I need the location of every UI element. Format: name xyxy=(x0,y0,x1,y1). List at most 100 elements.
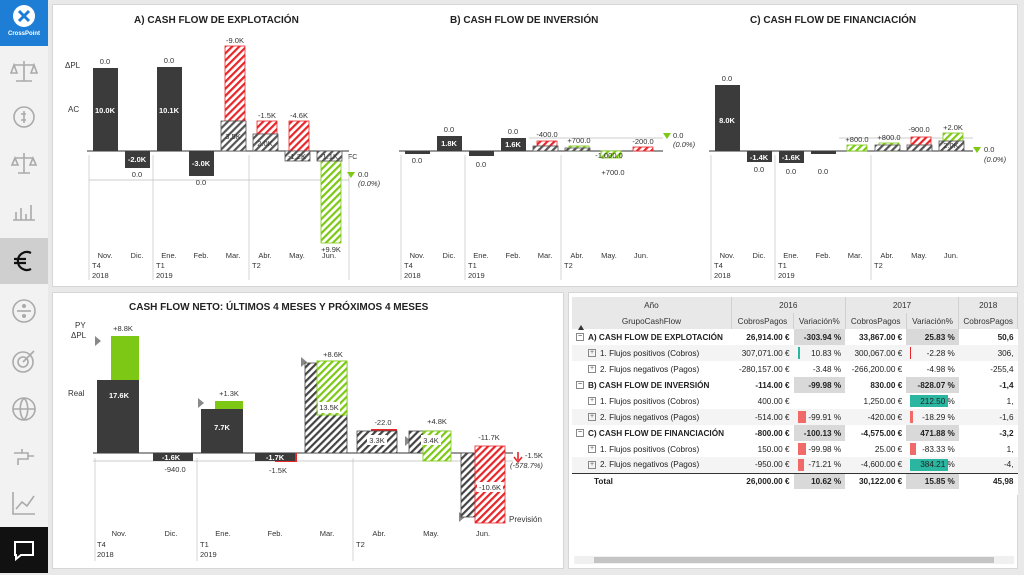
chart-b-bar-label: 1.6K xyxy=(505,140,521,149)
chart-a-delta: -9.0K xyxy=(226,36,244,45)
chart-b-x-label: May. xyxy=(601,251,617,260)
header-var[interactable]: Variación% xyxy=(906,313,960,329)
neto-chart: CASH FLOW NETO: ÚLTIMOS 4 MESES Y PRÓXIM… xyxy=(68,300,543,561)
nav-line-chart[interactable] xyxy=(0,480,48,526)
cell-var: -4.98 % xyxy=(926,364,955,374)
header-year-label[interactable]: Año xyxy=(572,297,732,313)
neto-x-label: Ene. xyxy=(215,529,230,538)
cell-cobros: 25.00 € xyxy=(874,444,903,454)
collapse-toggle[interactable]: − xyxy=(576,381,584,390)
neto-bar-label: 13.5K xyxy=(319,403,339,412)
header-cobros[interactable]: CobrosPagos xyxy=(958,313,1018,329)
horizontal-scrollbar[interactable] xyxy=(574,556,1014,564)
chart-a-ac-label: AC xyxy=(68,105,79,114)
row-label: A) CASH FLOW DE EXPLOTACIÓN xyxy=(588,332,723,342)
chart-a-bar xyxy=(93,68,118,151)
neto-end-value: -1.5K xyxy=(525,451,543,460)
cell-var: -18.29 % xyxy=(922,412,955,422)
expand-toggle[interactable]: + xyxy=(588,365,596,374)
nav-globe[interactable] xyxy=(0,386,48,432)
header-year-2017[interactable]: 2017 xyxy=(845,297,960,313)
table-row: − B) CASH FLOW DE INVERSIÓN -114.00 € -99… xyxy=(572,377,1018,393)
header-year-2016[interactable]: 2016 xyxy=(731,297,846,313)
chart-c-delta: 0.0 xyxy=(722,74,732,83)
chart-c-bar xyxy=(747,151,772,162)
scrollbar-thumb[interactable] xyxy=(594,557,994,563)
cell-cobros: 26,000.00 € xyxy=(746,476,790,486)
money-cycle-icon xyxy=(13,106,35,128)
cell-cobros: -4,600.00 € xyxy=(845,457,907,473)
neto-bar-label: 17.6K xyxy=(109,391,130,400)
logo-text: CrossPoint xyxy=(7,31,40,37)
chart-c-bar xyxy=(938,140,965,152)
header-cobros[interactable]: CobrosPagos xyxy=(731,313,795,329)
neto-year: 2018 xyxy=(97,550,114,559)
neto-bar-label: 3.4K xyxy=(423,436,438,445)
cell-var: 10.62 % xyxy=(793,473,846,489)
chart-a-delta: 0.0 xyxy=(164,56,174,65)
collapse-toggle[interactable]: − xyxy=(576,333,584,342)
neto-x-label: Dic. xyxy=(165,529,178,538)
nav-divide[interactable] xyxy=(0,288,48,334)
nav-faucet[interactable] xyxy=(0,434,48,480)
chart-a-x-label: Ene. xyxy=(161,251,176,260)
cell-cobros: -950.00 € xyxy=(731,457,794,473)
cell-cobros: -420.00 € xyxy=(845,409,907,425)
chart-c-delta-bar xyxy=(846,144,868,152)
chart-c-x-label: Ene. xyxy=(783,251,798,260)
chart-c-year: 2019 xyxy=(778,271,795,280)
expand-toggle[interactable]: + xyxy=(588,397,596,406)
neto-year: 2019 xyxy=(200,550,217,559)
nav-bar-chart[interactable] xyxy=(0,186,48,232)
header-year-2018[interactable]: 2018 xyxy=(958,297,1018,313)
nav-money-cycle[interactable] xyxy=(0,94,48,140)
cell-cobros: 45,98 xyxy=(993,476,1014,486)
expand-toggle[interactable]: + xyxy=(588,349,596,358)
collapse-toggle[interactable]: − xyxy=(576,429,584,438)
chart-b-delta-bar xyxy=(600,150,622,159)
waterfall-charts: A) CASH FLOW DE EXPLOTACIÓN ΔPL AC FC 10… xyxy=(65,13,1007,280)
table-row: +2. Flujos negativos (Pagos) -514.00 € -… xyxy=(572,409,1018,425)
neto-delta: +4.8K xyxy=(427,417,447,426)
neto-delta: +1.3K xyxy=(219,389,239,398)
chart-c-bar-label: -1.4K xyxy=(750,153,769,162)
cell-var: -2.28 % xyxy=(926,348,955,358)
expand-toggle[interactable]: + xyxy=(588,445,596,454)
panel-neto: CASH FLOW NETO: ÚLTIMOS 4 MESES Y PRÓXIM… xyxy=(52,292,564,569)
chart-a-end-marker xyxy=(347,172,355,178)
header-cobros[interactable]: CobrosPagos xyxy=(845,313,907,329)
faucet-icon xyxy=(14,449,34,465)
chart-a-delta-bar xyxy=(224,45,246,122)
expand-toggle[interactable]: + xyxy=(588,461,596,470)
neto-bar-label: 7.7K xyxy=(214,423,230,432)
chart-b-end-pct: (0.0%) xyxy=(673,140,696,149)
expand-toggle[interactable]: + xyxy=(588,413,596,422)
row-label: Total xyxy=(594,476,613,486)
cell-var: -71.21 % xyxy=(808,460,842,470)
scales-icon xyxy=(10,153,38,174)
neto-bar xyxy=(153,453,193,461)
cell-var: -99.98 % xyxy=(793,377,846,393)
nav-balance[interactable] xyxy=(0,48,48,94)
header-group[interactable]: GrupoCashFlow xyxy=(572,313,732,329)
sort-arrow-icon[interactable] xyxy=(578,325,584,330)
cell-cobros: -800.00 € xyxy=(754,428,790,438)
table-row: +2. Flujos negativos (Pagos) -280,157.00… xyxy=(572,361,1018,377)
cell-cobros: 50,6 xyxy=(997,332,1014,342)
nav-target[interactable] xyxy=(0,338,48,384)
chart-c-end-value: 0.0 xyxy=(984,145,994,154)
cell-cobros: 1, xyxy=(1006,444,1014,454)
header-var[interactable]: Variación% xyxy=(793,313,846,329)
chat-button[interactable] xyxy=(0,527,48,573)
cell-cobros: -1,4 xyxy=(999,380,1014,390)
chart-a-x-label: Mar. xyxy=(226,251,241,260)
neto-bar-label-bg xyxy=(421,435,441,445)
neto-bar-label-bg xyxy=(367,435,387,445)
cell-cobros: -4, xyxy=(958,457,1018,473)
nav-euro[interactable] xyxy=(0,238,48,284)
cell-var: -83.33 % xyxy=(922,444,955,454)
chart-a-quarter: T4 xyxy=(92,261,101,270)
crosspoint-logo[interactable]: CrossPoint xyxy=(0,0,48,46)
cell-cobros: 150.00 € xyxy=(757,444,790,454)
nav-scales[interactable] xyxy=(0,140,48,186)
